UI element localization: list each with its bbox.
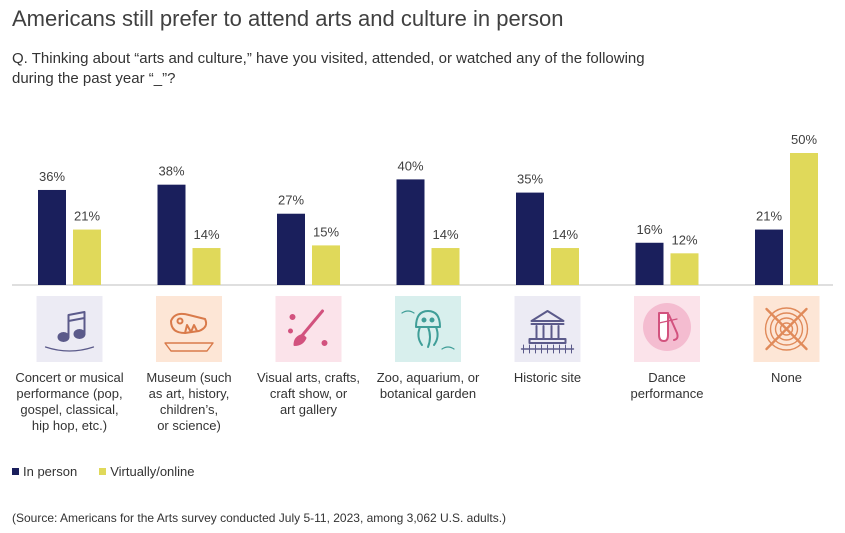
bar-virtual-3 [431, 248, 460, 285]
legend-swatch-virtual [99, 468, 107, 475]
data-label: 15% [313, 224, 339, 239]
data-label: 14% [432, 227, 458, 242]
category-label-line: or science) [157, 418, 221, 433]
data-label: 12% [671, 232, 697, 247]
category-label: Visual arts, crafts, craft show, or art ga… [247, 370, 371, 418]
category-label-line: None [770, 370, 803, 385]
category-label-line: Historic site [513, 370, 582, 385]
category-label: Museum (such as art, history, children’s, o… [127, 370, 251, 434]
category-label-line: art gallery [279, 402, 338, 417]
category-label-line: craft show, or [269, 386, 348, 401]
source-note: (Source: Americans for the Arts survey c… [12, 511, 507, 525]
jellyfish-icon [395, 296, 461, 362]
bar-virtual-1 [192, 248, 221, 285]
data-label: 14% [552, 227, 578, 242]
data-label: 14% [193, 227, 219, 242]
ballet-shoes-icon [634, 296, 700, 362]
category-label-line: as art, history, [148, 386, 230, 401]
legend-label-in-person: In person [23, 464, 78, 479]
data-label: 50% [791, 132, 817, 147]
data-label: 38% [158, 164, 184, 179]
bar-in-person-1 [157, 184, 186, 285]
data-label: 35% [517, 172, 543, 187]
bar-in-person-4 [516, 192, 544, 285]
category-label-line: Concert or musical [15, 370, 124, 385]
dinosaur-fossil-icon [156, 296, 222, 362]
data-label: 40% [397, 158, 423, 173]
legend-item-in-person: In person [12, 464, 77, 479]
data-label: 21% [756, 209, 782, 224]
page-title: Americans still prefer to attend arts an… [12, 6, 564, 31]
bar-in-person-0 [38, 189, 66, 285]
bar-virtual-4 [551, 248, 579, 285]
legend: In person Virtually/online [12, 464, 195, 479]
bar-in-person-3 [396, 179, 425, 285]
category-label-line: children’s, [159, 402, 219, 417]
category-label: Zoo, aquarium, or botanical garden [366, 370, 490, 402]
none-crossed-icon [753, 296, 820, 362]
bar-virtual-5 [670, 253, 699, 285]
historic-building-icon [514, 296, 581, 362]
question-line-2: during the past year “_”? [12, 70, 176, 87]
category-label-line: Dance [648, 370, 686, 385]
bar-virtual-6 [790, 153, 818, 285]
paintbrush-icon [275, 296, 342, 362]
data-label: 21% [74, 209, 100, 224]
bar-in-person-6 [755, 229, 783, 285]
category-label: Concert or musical performance (pop, gospe… [8, 370, 132, 434]
category-label-line: botanical garden [379, 386, 477, 401]
question-line-1: Q. Thinking about “arts and culture,” ha… [12, 50, 645, 67]
music-note-icon [36, 296, 103, 362]
category-label: None [725, 370, 845, 386]
data-label: 27% [278, 193, 304, 208]
category-label-line: gospel, classical, [20, 402, 119, 417]
survey-question: Q. Thinking about “arts and culture,” ha… [12, 49, 772, 89]
legend-item-virtual: Virtually/online [99, 464, 195, 479]
bar-virtual-2 [312, 245, 340, 285]
bar-in-person-5 [635, 242, 664, 285]
category-label-line: Museum (such [146, 370, 232, 385]
bar-in-person-2 [277, 213, 305, 285]
data-label: 36% [39, 169, 65, 184]
category-label-line: hip hop, etc.) [31, 418, 108, 433]
category-label-line: Visual arts, crafts, [256, 370, 361, 385]
legend-label-virtual: Virtually/online [110, 464, 195, 479]
category-label-line: Zoo, aquarium, or [376, 370, 480, 385]
category-label: Historic site [486, 370, 610, 386]
category-label: Dance performance [605, 370, 729, 402]
legend-swatch-in-person [12, 468, 19, 475]
bar-virtual-0 [73, 229, 101, 285]
category-label-line: performance (pop, [16, 386, 123, 401]
category-label-line: performance [630, 386, 704, 401]
data-label: 16% [636, 222, 662, 237]
